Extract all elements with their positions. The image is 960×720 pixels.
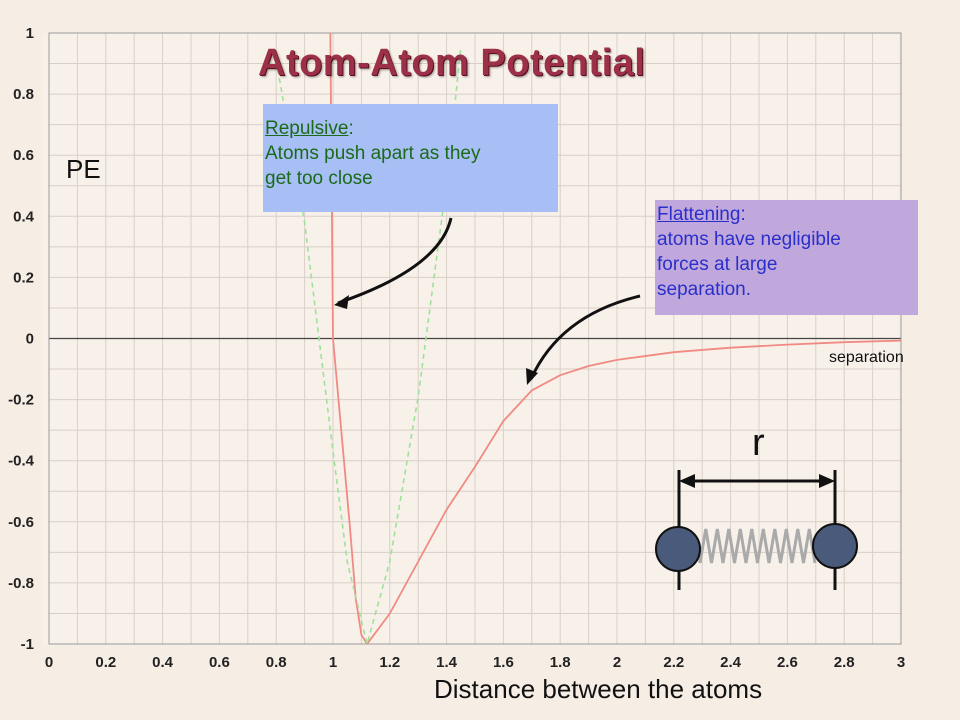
chart-title: Atom-Atom Potential xyxy=(258,42,646,84)
potential-line xyxy=(329,33,901,644)
x-tick-label: 0.4 xyxy=(152,654,174,671)
x-tick-label: 0.2 xyxy=(95,654,116,671)
y-tick-label: 0.4 xyxy=(13,208,35,225)
x-tick-label: 1.8 xyxy=(550,654,571,671)
repulsive-annotation: Repulsive: Atoms push apart as they get … xyxy=(263,104,558,212)
y-tick-label: -0.2 xyxy=(8,392,34,409)
flattening-text-line1: atoms have negligible xyxy=(657,229,841,250)
y-tick-label: -0.4 xyxy=(8,453,35,470)
tick-labels: 0 0.2 0.4 0.6 0.8 1 1.2 1.4 1.6 1.8 2 2.2 2.4 2.6 2.8 3… xyxy=(8,25,905,671)
separation-label: separation xyxy=(829,349,904,366)
x-tick-label: 1.6 xyxy=(493,654,514,671)
y-tick-label: 0 xyxy=(26,331,34,348)
y-axis-label: PE xyxy=(66,154,101,184)
right-arrowhead xyxy=(819,474,835,488)
x-tick-label: 0.6 xyxy=(209,654,230,671)
annotation-arrows xyxy=(334,217,641,385)
y-tick-label: 0.2 xyxy=(13,269,34,286)
flattening-annotation: Flattening: atoms have negligible forces… xyxy=(655,200,918,315)
repulsive-colon: : xyxy=(348,118,354,139)
repulsive-arrow xyxy=(337,217,453,305)
r-label: r xyxy=(752,422,765,464)
x-tick-label: 1.2 xyxy=(379,654,400,671)
repulsive-text-line2: get too close xyxy=(265,168,373,189)
x-tick-label: 0.8 xyxy=(266,654,287,671)
flattening-colon: : xyxy=(740,204,746,225)
left-atom xyxy=(655,526,701,572)
spring xyxy=(698,528,817,564)
x-tick-label: 2 xyxy=(613,654,621,671)
x-tick-label: 1.4 xyxy=(436,654,458,671)
plot-frame xyxy=(48,32,902,645)
x-tick-label: 2.6 xyxy=(777,654,798,671)
y-tick-label: -0.6 xyxy=(8,514,34,531)
left-arrowhead xyxy=(679,474,695,488)
right-atom xyxy=(812,523,858,569)
flattening-arrow xyxy=(529,294,641,380)
flattening-heading: Flattening xyxy=(657,204,741,225)
repulsive-arrowhead xyxy=(334,295,349,309)
x-tick-label: 0 xyxy=(45,654,53,671)
x-tick-label: 2.8 xyxy=(834,654,855,671)
series-group xyxy=(275,33,901,644)
y-tick-label: 1 xyxy=(26,25,34,42)
flattening-text-line2: forces at large xyxy=(657,254,778,275)
spring-diagram xyxy=(655,470,858,590)
x-tick-label: 1 xyxy=(329,654,337,671)
x-tick-label: 2.4 xyxy=(720,654,742,671)
repulsive-heading: Repulsive xyxy=(265,118,349,139)
y-tick-label: -1 xyxy=(21,636,34,653)
y-tick-label: 0.8 xyxy=(13,86,34,103)
y-tick-label: 0.6 xyxy=(13,147,34,164)
repulsive-text-line1: Atoms push apart as they xyxy=(265,143,481,164)
x-tick-label: 3 xyxy=(897,654,905,671)
flattening-text-line3: separation. xyxy=(657,279,752,300)
x-tick-label: 2.2 xyxy=(663,654,684,671)
flattening-arrowhead xyxy=(526,368,538,385)
x-axis-label: Distance between the atoms xyxy=(434,674,763,704)
y-tick-label: -0.8 xyxy=(8,575,34,592)
